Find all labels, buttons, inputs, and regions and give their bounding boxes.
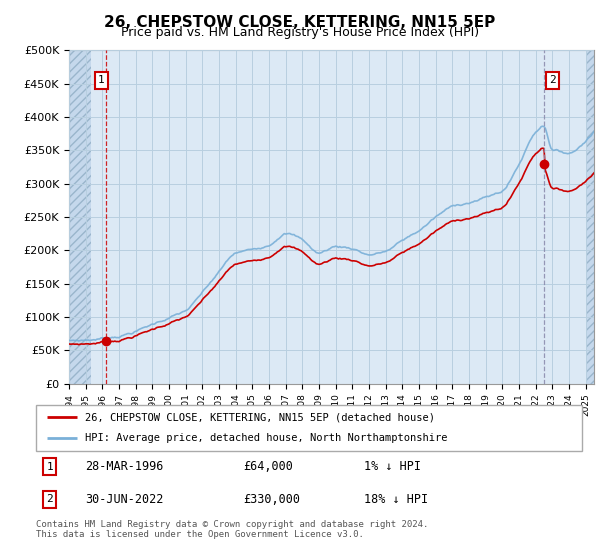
Text: 18% ↓ HPI: 18% ↓ HPI [364,493,428,506]
Text: 2: 2 [549,76,556,85]
Text: 26, CHEPSTOW CLOSE, KETTERING, NN15 5EP: 26, CHEPSTOW CLOSE, KETTERING, NN15 5EP [104,15,496,30]
Text: Contains HM Land Registry data © Crown copyright and database right 2024.
This d: Contains HM Land Registry data © Crown c… [36,520,428,539]
FancyBboxPatch shape [36,405,582,451]
Bar [586,50,594,384]
Text: 1% ↓ HPI: 1% ↓ HPI [364,460,421,473]
Text: HPI: Average price, detached house, North Northamptonshire: HPI: Average price, detached house, Nort… [85,433,448,444]
Text: £330,000: £330,000 [244,493,301,506]
Text: 2: 2 [46,494,53,505]
Text: 1: 1 [98,76,105,85]
Text: £64,000: £64,000 [244,460,293,473]
Bar [69,50,91,384]
Text: 30-JUN-2022: 30-JUN-2022 [85,493,164,506]
Text: Price paid vs. HM Land Registry's House Price Index (HPI): Price paid vs. HM Land Registry's House … [121,26,479,39]
Text: 26, CHEPSTOW CLOSE, KETTERING, NN15 5EP (detached house): 26, CHEPSTOW CLOSE, KETTERING, NN15 5EP … [85,412,435,422]
Text: 1: 1 [46,461,53,472]
Text: 28-MAR-1996: 28-MAR-1996 [85,460,164,473]
